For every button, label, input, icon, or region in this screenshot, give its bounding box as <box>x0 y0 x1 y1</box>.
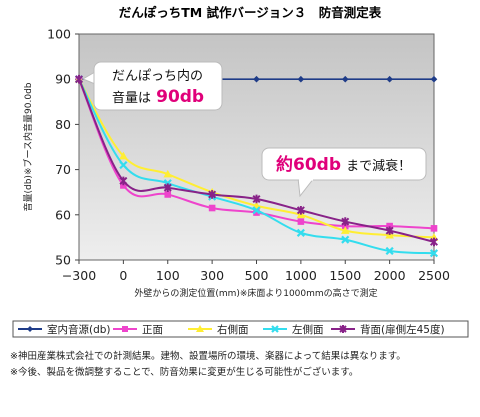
callout-inside-prefix: 音量は <box>112 90 151 106</box>
data-point <box>74 74 84 84</box>
y-tick-label: 70 <box>55 162 71 177</box>
callout-attenuation-suffix: まで減衰！ <box>346 158 411 174</box>
series-layer <box>74 74 439 258</box>
legend-item: 左側面 <box>263 323 324 336</box>
svg-text:音量は 90db: 音量は 90db <box>112 87 204 107</box>
legend-item: 室内音源(db) <box>18 323 111 336</box>
data-point <box>385 246 394 256</box>
legend-item: 正面 <box>113 324 163 336</box>
y-tick-label: 90 <box>55 72 71 87</box>
data-point <box>341 235 350 244</box>
chart-title: だんぽっちTM 試作バージョン３ 防音測定表 <box>119 5 382 20</box>
legend-label: 背面(扉側左45度) <box>360 323 445 336</box>
x-axis-label: 外壁からの測定位置(mm)※床面より1000mmの高さで測定 <box>134 287 377 299</box>
callout-inside-volume: だんぽっち内の 音量は 90db <box>81 61 223 111</box>
x-tick-label: −300 <box>62 268 96 283</box>
callout-inside-line1: だんぽっち内の <box>112 68 203 84</box>
data-point <box>297 218 305 225</box>
legend-label: 室内音源(db) <box>47 323 111 336</box>
legend-label: 正面 <box>142 324 163 336</box>
data-point <box>340 226 350 234</box>
data-point <box>120 182 127 189</box>
data-point <box>297 75 305 83</box>
x-tick-label: 2000 <box>374 268 406 283</box>
callout-inside-value: 90db <box>156 87 204 107</box>
data-point <box>341 222 349 230</box>
footnote-1: ※神田産業株式会社での計測結果。建物、設置場所の環境、楽器によって結果は異なりま… <box>10 351 406 362</box>
callout-attenuation-value: 約60db <box>276 154 341 175</box>
y-axis: 50 60 70 80 90 100 <box>47 27 79 268</box>
legend-swatch-marker <box>27 326 33 332</box>
data-point <box>430 75 438 83</box>
x-tick-label: 100 <box>156 268 180 283</box>
legend-swatch-marker <box>339 325 347 333</box>
data-point <box>119 161 128 170</box>
data-point <box>208 204 216 212</box>
series-5 <box>74 74 439 247</box>
y-tick-label: 60 <box>55 207 71 222</box>
y-tick-label: 50 <box>55 253 71 268</box>
data-point <box>164 191 172 198</box>
callout-attenuation: 約60db まで減衰！ <box>261 147 427 198</box>
x-tick-label: 0 <box>119 268 127 283</box>
footnote-2: ※今後、製品を微調整することで、防音効果に変更が生じる可能性がございます。 <box>10 367 359 378</box>
legend-swatch-marker <box>122 326 128 332</box>
data-point <box>119 176 128 186</box>
x-tick-label: 300 <box>200 268 224 283</box>
legend-swatch-marker <box>196 325 204 332</box>
data-point <box>296 205 305 215</box>
y-axis-label: 音量(db)※ブース内音量90.0db <box>22 82 34 211</box>
x-tick-label: 1000 <box>285 268 317 283</box>
legend-item: 背面(扉側左45度) <box>331 323 445 336</box>
data-point <box>430 225 438 232</box>
data-point <box>208 190 217 199</box>
data-point <box>163 183 172 192</box>
data-point <box>119 151 128 160</box>
data-point <box>252 194 261 204</box>
svg-text:約60db まで減衰！: 約60db まで減衰！ <box>276 154 411 175</box>
x-tick-label: 1500 <box>329 268 361 283</box>
data-point <box>386 222 393 230</box>
data-point <box>253 75 260 83</box>
data-point <box>163 169 173 178</box>
data-point <box>296 228 305 237</box>
data-point <box>429 237 439 247</box>
data-point <box>341 75 349 83</box>
x-tick-label: 500 <box>245 268 269 283</box>
legend-label: 左側面 <box>292 323 324 336</box>
legend-item: 右側面 <box>188 323 249 336</box>
data-point <box>386 75 393 83</box>
legend-swatch-marker <box>271 325 279 333</box>
y-tick-label: 100 <box>47 27 71 42</box>
data-point <box>341 217 350 226</box>
y-tick-label: 80 <box>55 117 71 132</box>
data-point <box>252 206 261 215</box>
data-point <box>385 226 394 235</box>
x-axis: −300 0 100 300 500 1000 1500 2000 2500 <box>62 260 450 283</box>
x-tick-label: 2500 <box>418 268 450 283</box>
legend <box>12 320 469 338</box>
data-point <box>253 209 260 216</box>
data-point <box>429 249 439 258</box>
legend-label: 右側面 <box>217 323 249 336</box>
